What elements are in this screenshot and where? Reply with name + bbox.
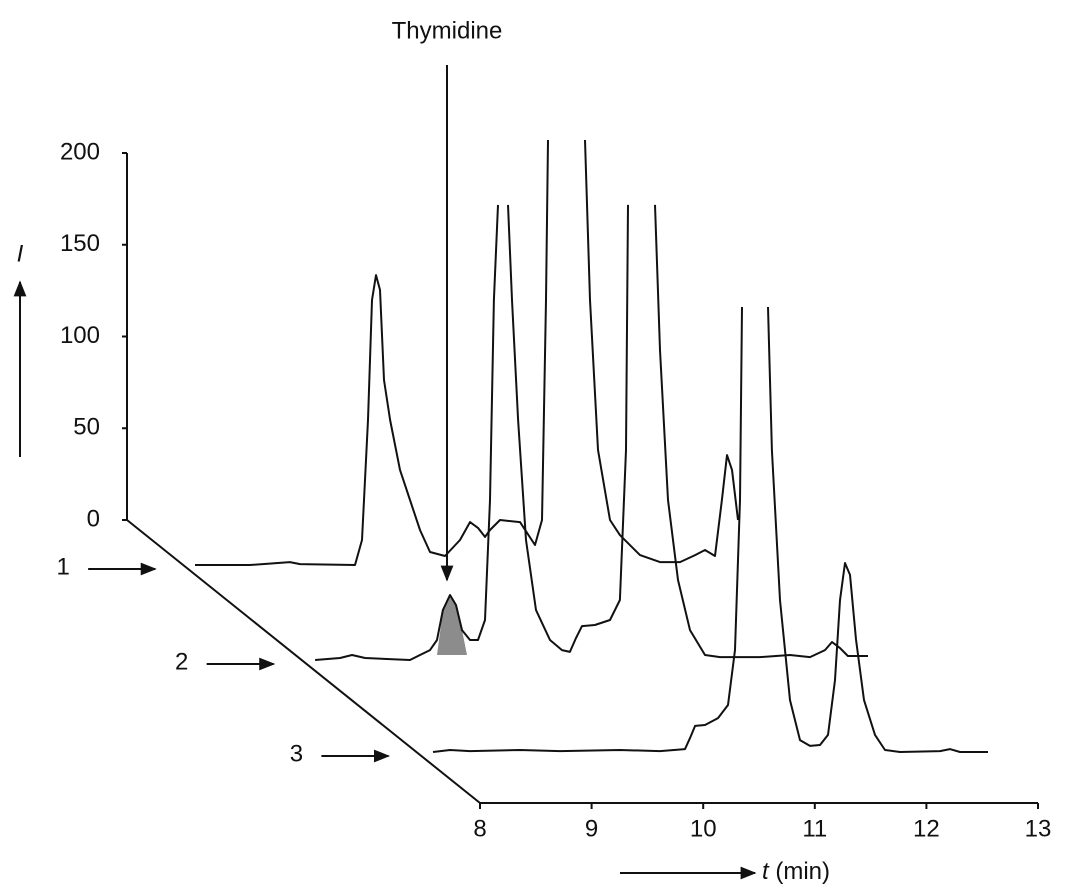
y-tick-label: 100 (60, 322, 100, 349)
thymidine-area (437, 595, 467, 655)
x-tick-label: 11 (802, 815, 827, 842)
x-tick-label: 8 (473, 815, 486, 842)
trace (315, 204, 868, 661)
y-tick-label: 200 (60, 138, 100, 165)
x-tick-label: 12 (913, 815, 940, 842)
depth-axis (126, 519, 481, 804)
trace (195, 139, 739, 566)
y-tick-label: 0 (87, 505, 100, 532)
x-axis-title: t (min) (762, 858, 830, 885)
y-tick-label: 150 (60, 230, 100, 257)
annotation: Thymidine (392, 17, 503, 44)
series-label: 1 (56, 553, 69, 580)
y-tick-label: 50 (73, 414, 100, 441)
x-tick-label: 13 (1025, 815, 1052, 842)
x-tick-label: 10 (690, 815, 717, 842)
series-label: 3 (290, 740, 303, 767)
series-label: 2 (175, 648, 188, 675)
trace (432, 306, 988, 753)
y-axis-title: I (17, 240, 24, 267)
x-tick-label: 9 (585, 815, 598, 842)
